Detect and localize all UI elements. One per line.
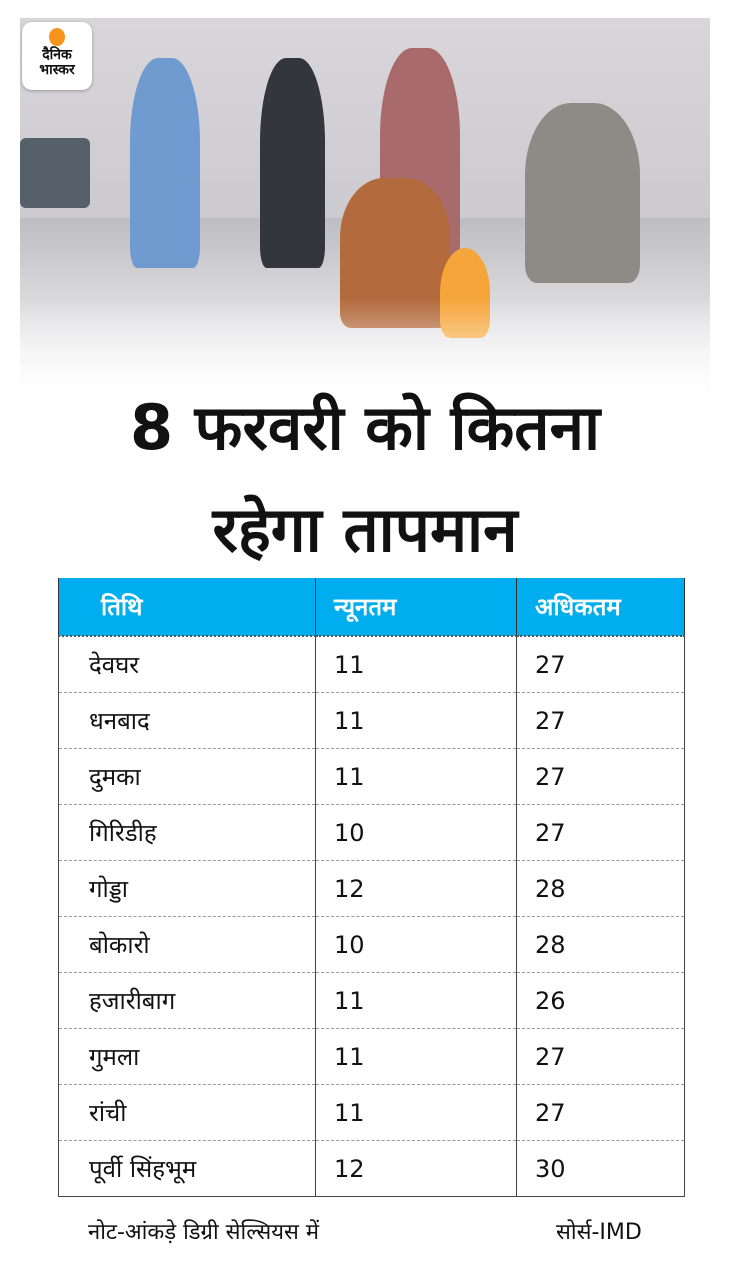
cold-weather-photo bbox=[20, 18, 710, 408]
cell-min: 11 bbox=[315, 748, 517, 805]
car bbox=[20, 138, 90, 208]
cell-place: देवघर bbox=[58, 636, 316, 693]
cell-max: 26 bbox=[516, 972, 685, 1029]
cell-place: हजारीबाग bbox=[58, 972, 316, 1029]
cell-max: 27 bbox=[516, 636, 685, 693]
header-place: तिथि bbox=[58, 578, 316, 637]
table-header-row: तिथि न्यूनतम अधिकतम bbox=[58, 578, 685, 637]
cell-max: 27 bbox=[516, 1084, 685, 1141]
cell-place: रांची bbox=[58, 1084, 316, 1141]
table-row: पूर्वी सिंहभूम 12 30 bbox=[58, 1140, 685, 1197]
table-row: गिरिडीह 10 27 bbox=[58, 804, 685, 861]
logo-sun-icon bbox=[49, 28, 65, 46]
header-max: अधिकतम bbox=[516, 578, 685, 637]
cell-max: 28 bbox=[516, 860, 685, 917]
cell-place: गोड्डा bbox=[58, 860, 316, 917]
cyclist-figure bbox=[260, 58, 325, 268]
cell-max: 27 bbox=[516, 692, 685, 749]
cell-min: 11 bbox=[315, 1028, 517, 1085]
logo-text: दैनिक bbox=[42, 47, 72, 63]
cell-max: 30 bbox=[516, 1140, 685, 1197]
cell-place: पूर्वी सिंहभूम bbox=[58, 1140, 316, 1197]
footer-note: नोट-आंकड़े डिग्री सेल्सियस में bbox=[88, 1220, 320, 1245]
footer-source: सोर्स-IMD bbox=[556, 1220, 642, 1245]
cell-max: 27 bbox=[516, 748, 685, 805]
cell-min: 12 bbox=[315, 1140, 517, 1197]
table-row: देवघर 11 27 bbox=[58, 636, 685, 693]
cell-min: 10 bbox=[315, 804, 517, 861]
table-row: गोड्डा 12 28 bbox=[58, 860, 685, 917]
cell-place: गुमला bbox=[58, 1028, 316, 1085]
fog-fade bbox=[20, 298, 710, 408]
cell-max: 27 bbox=[516, 1028, 685, 1085]
dainik-bhaskar-logo: दैनिक भास्कर bbox=[22, 22, 92, 90]
headline-line-2: रहेगा तापमान bbox=[212, 493, 518, 566]
sitting-person-figure bbox=[525, 103, 640, 283]
table-row: हजारीबाग 11 26 bbox=[58, 972, 685, 1029]
table-row: दुमका 11 27 bbox=[58, 748, 685, 805]
table-row: रांची 11 27 bbox=[58, 1084, 685, 1141]
table-row: गुमला 11 27 bbox=[58, 1028, 685, 1085]
cell-min: 10 bbox=[315, 916, 517, 973]
cell-max: 27 bbox=[516, 804, 685, 861]
table-row: धनबाद 11 27 bbox=[58, 692, 685, 749]
table-row: बोकारो 10 28 bbox=[58, 916, 685, 973]
cell-place: दुमका bbox=[58, 748, 316, 805]
cell-place: गिरिडीह bbox=[58, 804, 316, 861]
header-min: न्यूनतम bbox=[315, 578, 517, 637]
headline-line-1: 8 फरवरी को कितना bbox=[129, 391, 601, 464]
cell-min: 12 bbox=[315, 860, 517, 917]
cell-min: 11 bbox=[315, 692, 517, 749]
cell-min: 11 bbox=[315, 1084, 517, 1141]
cell-place: बोकारो bbox=[58, 916, 316, 973]
cell-min: 11 bbox=[315, 972, 517, 1029]
cell-place: धनबाद bbox=[58, 692, 316, 749]
temperature-table: तिथि न्यूनतम अधिकतम देवघर 11 27 धनबाद 11 27 दु… bbox=[58, 578, 685, 1197]
logo-text: भास्कर bbox=[39, 62, 75, 78]
cell-max: 28 bbox=[516, 916, 685, 973]
cyclist-figure bbox=[130, 58, 200, 268]
cell-min: 11 bbox=[315, 636, 517, 693]
